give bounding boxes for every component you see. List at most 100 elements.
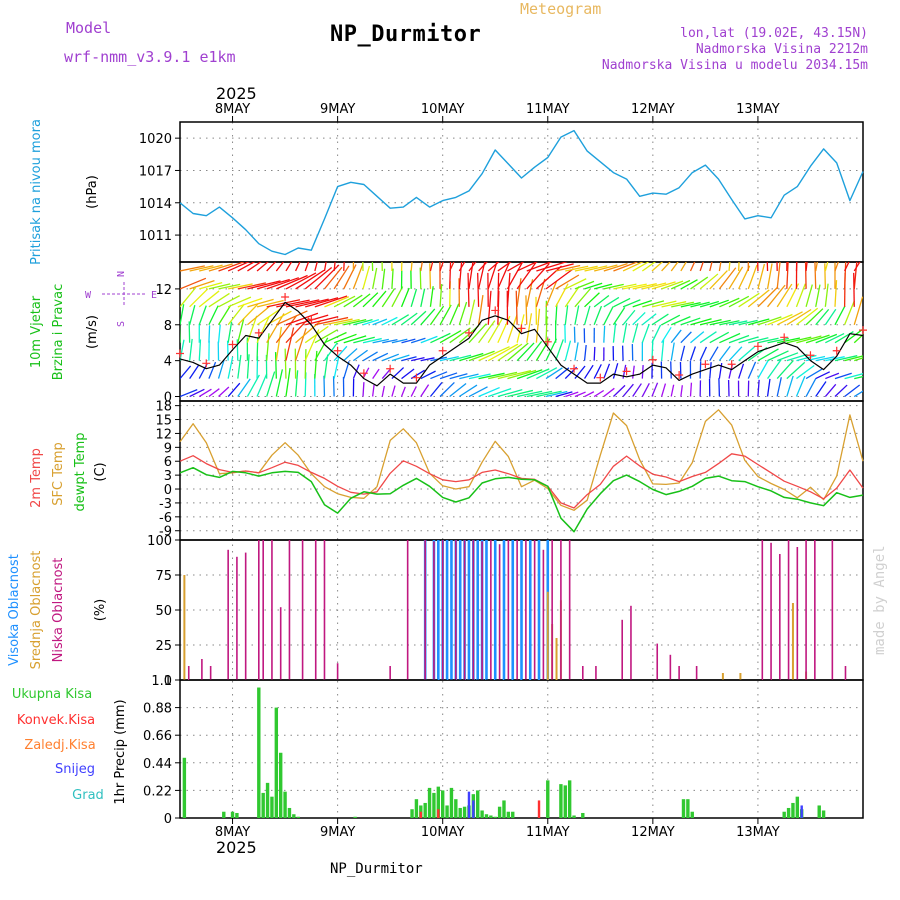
y-tick-label-temperature: 12: [155, 427, 172, 442]
sfc-temp-line: [179, 409, 864, 511]
year-bottom: 2025: [216, 838, 257, 857]
wind-arrow: [208, 283, 231, 290]
meteogram-label: Meteogram: [520, 0, 602, 18]
wind-arrow: [180, 287, 197, 308]
precip-legend-1: Konvek.Kisa: [17, 713, 95, 728]
x-day-label-bottom: 9MAY: [320, 825, 355, 840]
wind-arrow: [449, 327, 471, 344]
precip-total-bar: [782, 811, 786, 818]
compass-e: E: [151, 290, 157, 301]
wind-arrow: [622, 322, 628, 343]
wind-arrow: [564, 305, 569, 325]
wind-arrow: [246, 354, 250, 379]
y-tick-label-temperature: 9: [164, 441, 172, 456]
wind-arrow: [180, 304, 185, 325]
temp2m-line: [179, 453, 864, 509]
compass-w: W: [85, 290, 92, 301]
wind-arrow: [294, 262, 301, 272]
wind-arrow: [834, 384, 848, 397]
x-day-label-bottom: 13MAY: [736, 825, 780, 840]
wind-arrow: [603, 325, 606, 343]
wind-arrow: [699, 346, 708, 361]
wind-arrow: [333, 357, 340, 379]
wind-arrow: [266, 262, 277, 272]
wind-arrow: [776, 262, 778, 271]
wind-arrow: [767, 284, 786, 308]
precip-total-bar: [546, 780, 550, 818]
cloud-low-bar: [236, 556, 238, 680]
wind-arrow: [613, 262, 638, 272]
wind-arrow: [795, 375, 806, 397]
wind-arrow: [488, 371, 518, 380]
wind-gust-marker: [333, 346, 342, 355]
wind-arrow: [468, 262, 477, 272]
wind-arrow: [786, 361, 806, 380]
wind-arrow: [324, 331, 347, 344]
panel-frame-temperature: [179, 400, 864, 541]
wind-arrow: [776, 311, 803, 326]
cloud-low-bar: [258, 540, 260, 680]
cloud-low-bar: [498, 544, 501, 680]
wind-arrow: [449, 303, 460, 326]
wind-arrow: [506, 272, 511, 307]
wind-gust-marker: [648, 355, 657, 364]
cloud-low-bar: [481, 541, 483, 680]
wind-arrow: [439, 284, 443, 307]
wind-arrow: [718, 345, 731, 362]
wind-arrow: [439, 372, 458, 380]
precip-total-bar: [270, 796, 274, 818]
precip-total-bar: [427, 787, 432, 818]
wind-arrow: [516, 262, 538, 272]
y-tick-label-temperature: -9: [159, 525, 172, 540]
precip-total-bar: [410, 809, 414, 818]
precip-legend-0: Ukupna Kisa: [12, 687, 92, 702]
wind-arrow: [786, 353, 808, 362]
wind-arrow: [400, 386, 406, 397]
wind-arrow: [613, 283, 637, 290]
wind-arrow: [738, 319, 758, 326]
cloud-low-bar: [201, 659, 203, 680]
precip-total-bar: [795, 796, 800, 818]
cloud-high-bar: [467, 540, 471, 680]
wind-arrow: [815, 371, 830, 380]
wind-arrow: [208, 292, 230, 308]
wind-gust-marker: [464, 328, 473, 337]
cloud-low-bar: [227, 549, 229, 680]
wind-arrow: [583, 364, 594, 379]
x-day-label-top: 12MAY: [631, 102, 675, 117]
snow-bar: [472, 800, 475, 818]
wind-arrow: [834, 280, 838, 307]
wind-arrow: [467, 272, 470, 307]
wind-arrow: [304, 262, 310, 272]
wind-arrow: [690, 276, 709, 290]
wind-arrow: [555, 274, 580, 290]
cloud-low-bar: [621, 619, 623, 680]
wind-arrow: [545, 390, 568, 398]
wind-arrow: [226, 340, 229, 361]
wind-gust-marker: [307, 315, 316, 324]
wind-arrow: [689, 382, 693, 397]
wind-arrow: [593, 364, 602, 379]
wind-arrow: [699, 300, 720, 308]
wind-arrow: [381, 385, 385, 397]
wind-arrow: [256, 308, 280, 326]
cloud-low-bar: [507, 540, 510, 680]
wind-arrow: [738, 346, 755, 362]
wind-arrow: [391, 354, 410, 362]
precip-total-bar: [817, 805, 821, 818]
wind-arrow: [332, 376, 335, 397]
wind-arrow: [786, 308, 812, 326]
compass-s: S: [116, 321, 127, 327]
wind-arrow: [507, 389, 534, 398]
y-tick-label-temperature: 3: [164, 469, 172, 484]
wind-arrow: [719, 332, 741, 344]
cloud-high-bar: [502, 540, 506, 680]
wind-arrow: [371, 384, 375, 397]
cloud-low-bar: [323, 540, 326, 680]
wind-arrow: [699, 273, 719, 290]
wind-arrow: [371, 262, 374, 271]
wind-arrow: [689, 262, 696, 272]
wind-arrow: [218, 386, 230, 397]
wind-arrow: [641, 313, 657, 326]
wind-arrow: [844, 300, 855, 326]
